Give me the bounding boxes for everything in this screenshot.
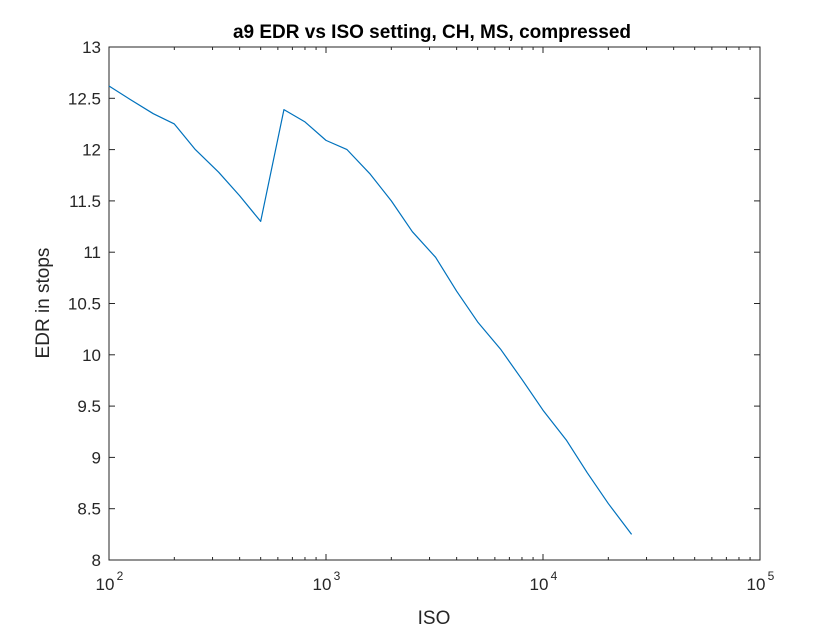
plot-area bbox=[108, 46, 761, 561]
y-tick-label: 10 bbox=[82, 346, 101, 365]
y-tick-label: 12.5 bbox=[68, 89, 101, 108]
x-tick-exponent: 5 bbox=[768, 569, 775, 583]
y-tick-label: 11 bbox=[83, 243, 101, 262]
y-tick-label: 9.5 bbox=[77, 397, 101, 416]
x-tick-label: 10 bbox=[747, 575, 766, 594]
x-axis-label: ISO bbox=[418, 608, 451, 629]
y-axis: 8 8.5 9 9.5 10 10.5 11 11.5 12 12.5 13 bbox=[68, 38, 760, 570]
y-axis-label: EDR in stops bbox=[33, 248, 54, 359]
x-tick-exponent: 4 bbox=[551, 569, 558, 583]
y-tick-label: 11.5 bbox=[69, 192, 101, 211]
y-tick-label: 12 bbox=[82, 141, 101, 160]
y-tick-label: 10.5 bbox=[68, 295, 101, 314]
y-tick-label: 8.5 bbox=[77, 500, 101, 519]
chart-title: a9 EDR vs ISO setting, CH, MS, compresse… bbox=[233, 22, 631, 43]
x-tick-label: 10 bbox=[96, 575, 115, 594]
series-group bbox=[108, 85, 633, 535]
x-axis: 10 2 10 3 10 4 10 5 bbox=[96, 47, 775, 594]
x-tick-exponent: 2 bbox=[117, 569, 124, 583]
y-tick-label: 13 bbox=[82, 38, 101, 57]
x-tick-label: 10 bbox=[313, 575, 332, 594]
y-tick-label: 8 bbox=[92, 551, 101, 570]
x-tick-exponent: 3 bbox=[334, 569, 341, 583]
x-tick-label: 10 bbox=[530, 575, 549, 594]
y-tick-label: 9 bbox=[92, 448, 101, 467]
series-line bbox=[108, 85, 633, 535]
